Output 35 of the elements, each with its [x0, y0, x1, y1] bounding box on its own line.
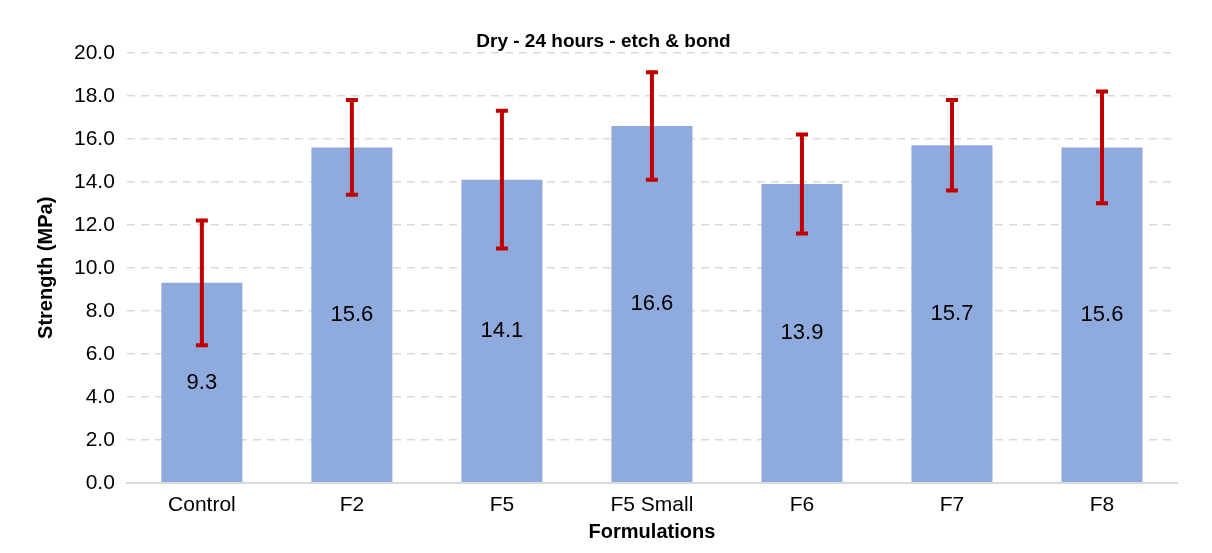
y-axis-title: Strength (MPa) [33, 196, 56, 339]
data-label: 15.6 [330, 301, 374, 327]
data-label: 16.6 [630, 290, 674, 316]
bar [761, 183, 843, 483]
y-tick-label: 4.0 [85, 383, 115, 407]
chart-title: Dry - 24 hours - etch & bond [476, 29, 731, 51]
bar [1061, 147, 1143, 483]
y-tick-label: 18.0 [74, 82, 115, 106]
y-tick-label: 12.0 [74, 211, 115, 235]
bar [161, 282, 243, 483]
bar [611, 125, 693, 483]
y-tick-label: 10.0 [74, 254, 115, 278]
y-tick-label: 14.0 [74, 168, 115, 192]
data-label: 13.9 [780, 319, 824, 345]
y-tick-label: 0.0 [85, 469, 115, 493]
data-label: 14.1 [480, 317, 524, 343]
x-axis-title: Formulations [588, 519, 716, 542]
x-tick-label: F5 [489, 492, 515, 516]
x-tick-label: F6 [789, 492, 815, 516]
y-tick-label: 2.0 [85, 426, 115, 450]
bar [461, 179, 543, 483]
y-tick-label: 8.0 [85, 297, 115, 321]
x-tick-label: F2 [339, 492, 365, 516]
y-tick-label: 16.0 [74, 125, 115, 149]
x-tick-label: F8 [1089, 492, 1115, 516]
y-tick-label: 20.0 [74, 39, 115, 63]
bar [311, 147, 393, 483]
bar [911, 145, 993, 483]
x-tick-label: Control [168, 492, 236, 516]
data-label: 9.3 [186, 368, 218, 394]
y-tick-label: 6.0 [85, 340, 115, 364]
x-tick-label: F7 [939, 492, 965, 516]
x-tick-label: F5 Small [610, 492, 694, 516]
data-label: 15.6 [1080, 301, 1124, 327]
data-label: 15.7 [930, 300, 974, 326]
